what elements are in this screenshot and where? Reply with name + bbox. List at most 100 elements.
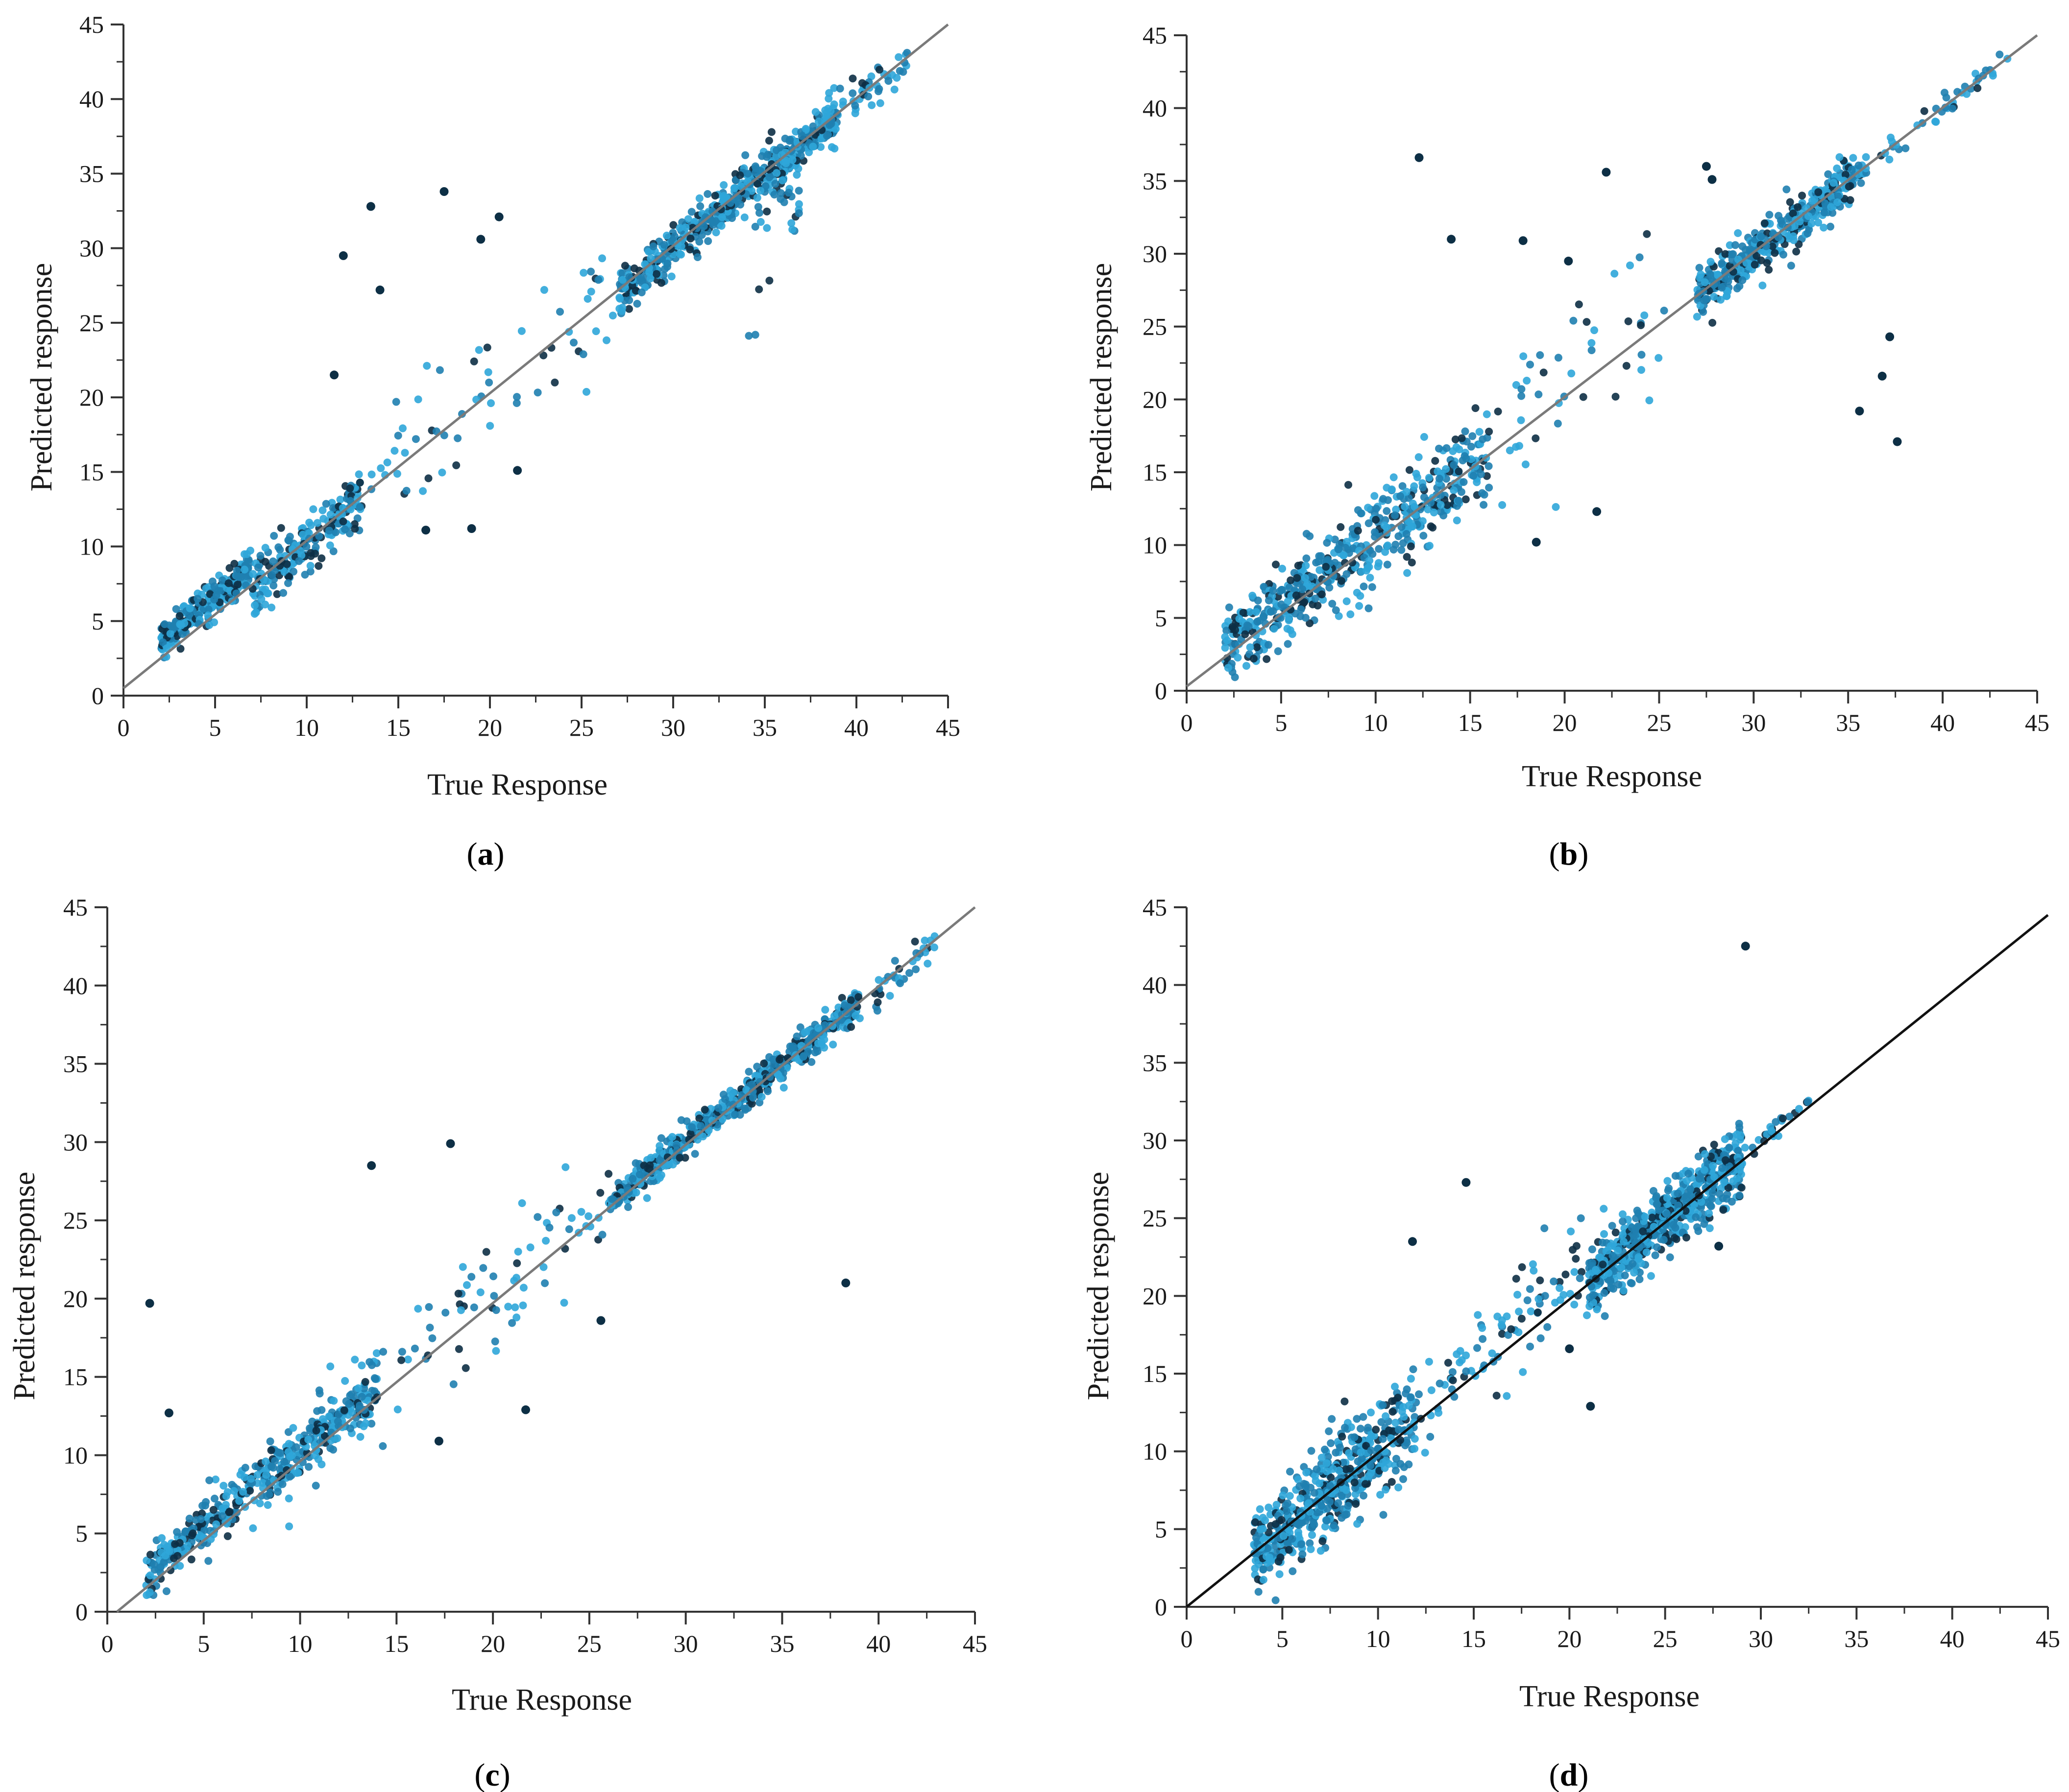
panel-d-point (1778, 1114, 1787, 1123)
panel-c-point (624, 1203, 632, 1211)
panel-a-point (225, 564, 234, 572)
panel-b-point (1457, 488, 1465, 496)
panel-c-point (341, 1377, 349, 1385)
panel-a-point (219, 576, 226, 584)
panel-a-point (556, 308, 564, 316)
panel-a-point (603, 336, 610, 344)
panel-d-outlier-point (1408, 1237, 1417, 1246)
panel-a-point (399, 424, 407, 433)
panel-b-point (1757, 233, 1765, 241)
panel-c-point (512, 1313, 521, 1322)
panel-c-point (512, 1274, 520, 1282)
panel-b-x-tick-label: 40 (1930, 709, 1955, 736)
panel-b-point (1221, 633, 1229, 641)
panel-c-point (545, 1223, 554, 1232)
panel-a-point (176, 620, 184, 629)
panel-c-point (342, 1397, 350, 1405)
panel-c-outlier-point (145, 1299, 154, 1308)
panel-b-point (1425, 542, 1434, 550)
panel-a-point (186, 604, 194, 612)
panel-a-point (194, 595, 202, 603)
panel-d-point (1701, 1150, 1709, 1158)
panel-d-point (1599, 1260, 1607, 1269)
panel-c-point (362, 1419, 370, 1428)
panel-c-point (699, 1132, 707, 1140)
panel-a-point (269, 581, 278, 590)
panel-a-point (695, 194, 704, 202)
panel-a-point (377, 464, 385, 472)
panel-b-x-tick-label: 25 (1647, 709, 1671, 736)
panel-a-point (684, 215, 692, 223)
panel-b-point (1833, 164, 1841, 172)
panel-d-point (1607, 1277, 1615, 1285)
panel-a-point (233, 566, 241, 575)
panel-b-point (1368, 550, 1377, 558)
panel-c-point (146, 1550, 154, 1559)
panel-c-x-axis-title: True Response (452, 1683, 632, 1717)
panel-b-point (1536, 351, 1544, 359)
panel-b-point (1435, 444, 1443, 453)
panel-a-point (788, 225, 797, 234)
panel-d-point (1705, 1224, 1714, 1233)
panel-a-point (205, 621, 214, 629)
panel-d-point (1649, 1187, 1657, 1195)
panel-c-point (519, 1301, 527, 1309)
panel-c-y-axis-title: Predicted response (8, 1172, 41, 1401)
panel-c-point (325, 1412, 333, 1421)
panel-c-point (856, 1014, 864, 1022)
panel-c-point (676, 1154, 684, 1162)
panel-b-point (1626, 261, 1634, 269)
panel-b-point (1807, 219, 1816, 228)
panel-d-point (1286, 1492, 1294, 1500)
panel-c-point (306, 1427, 315, 1435)
panel-c-point (886, 992, 894, 1000)
panel-c-point (330, 1397, 338, 1405)
panel-c-point (334, 1417, 342, 1426)
panel-a-point (390, 447, 399, 455)
panel-a-x-tick-label: 25 (569, 714, 594, 741)
panel-a-point (754, 203, 762, 211)
panel-b-point (1789, 209, 1797, 218)
panel-a-point (767, 128, 776, 136)
panel-a-point (346, 484, 354, 492)
panel-b-point (1407, 542, 1415, 551)
panel-d-point (1327, 1474, 1335, 1482)
panel-b-point (1344, 481, 1352, 489)
panel-a-point (890, 85, 899, 94)
panel-c-point (265, 1490, 273, 1499)
panel-c-point (241, 1473, 249, 1481)
panel-d-point (1588, 1245, 1596, 1254)
panel-b-point (1354, 527, 1362, 535)
panel-c-point (411, 1344, 419, 1353)
panel-c-point (276, 1465, 284, 1473)
panel-c-point (347, 1390, 356, 1399)
panel-b-outlier-point (1877, 371, 1887, 381)
panel-d-point (1631, 1225, 1640, 1234)
panel-b-point (1765, 211, 1774, 219)
panel-a-point (615, 293, 624, 302)
panel-b-point (1696, 273, 1704, 282)
panel-a-point (795, 209, 803, 218)
panel-c-point (262, 1471, 270, 1479)
panel-c-point (596, 1188, 605, 1197)
panel-d-point (1407, 1393, 1415, 1402)
panel-a-point (798, 132, 806, 140)
panel-a-point (667, 272, 676, 281)
panel-a-point (809, 143, 817, 151)
panel-b-point (1526, 361, 1534, 369)
panel-c-point (459, 1263, 467, 1271)
panel-b-point (1252, 608, 1260, 616)
panel-b-point (1246, 643, 1254, 652)
panel-a-y-tick-label: 15 (79, 458, 104, 485)
panel-a-point (836, 84, 844, 93)
panel-b-x-tick-label: 45 (2025, 709, 2049, 736)
panel-b-point (1389, 473, 1398, 482)
panel-d-point (1674, 1201, 1682, 1210)
panel-d-point (1593, 1305, 1601, 1313)
panel-d-point (1259, 1514, 1267, 1522)
panel-d-y-tick-label: 15 (1143, 1360, 1167, 1387)
panel-a-point (285, 573, 293, 581)
panel-d-point (1674, 1189, 1682, 1198)
panel-b-point (1738, 242, 1747, 250)
